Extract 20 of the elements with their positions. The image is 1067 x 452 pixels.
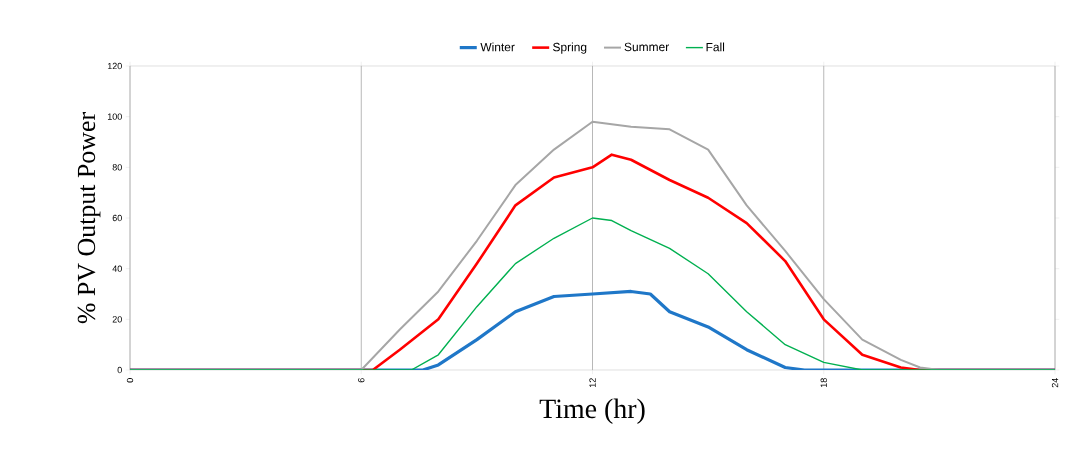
legend-label: Fall — [706, 42, 725, 52]
y-tick-label: 0 — [117, 366, 122, 374]
y-tick-label: 80 — [112, 164, 122, 171]
line-series — [130, 289, 1056, 370]
y-tick-label: 60 — [112, 214, 122, 222]
y-tick-label: 20 — [112, 316, 122, 323]
legend-label: Summer — [624, 42, 669, 52]
y-axis-title: % PV Output Power — [77, 112, 101, 324]
y-tick-label: 100 — [107, 113, 122, 120]
x-tick-label: 0 — [126, 378, 134, 383]
y-tick-label: 40 — [112, 265, 122, 272]
legend-label: Spring — [553, 42, 587, 54]
x-tick-label: 24 — [1051, 378, 1059, 388]
x-tick-label: 12 — [589, 378, 596, 388]
line-series — [130, 217, 1056, 370]
legend-label: Winter — [480, 42, 515, 52]
x-tick-label: 6 — [358, 378, 365, 383]
x-axis-title: Time (hr) — [539, 398, 645, 424]
x-tick-label: 18 — [820, 378, 827, 388]
y-tick-label: 120 — [107, 62, 122, 70]
